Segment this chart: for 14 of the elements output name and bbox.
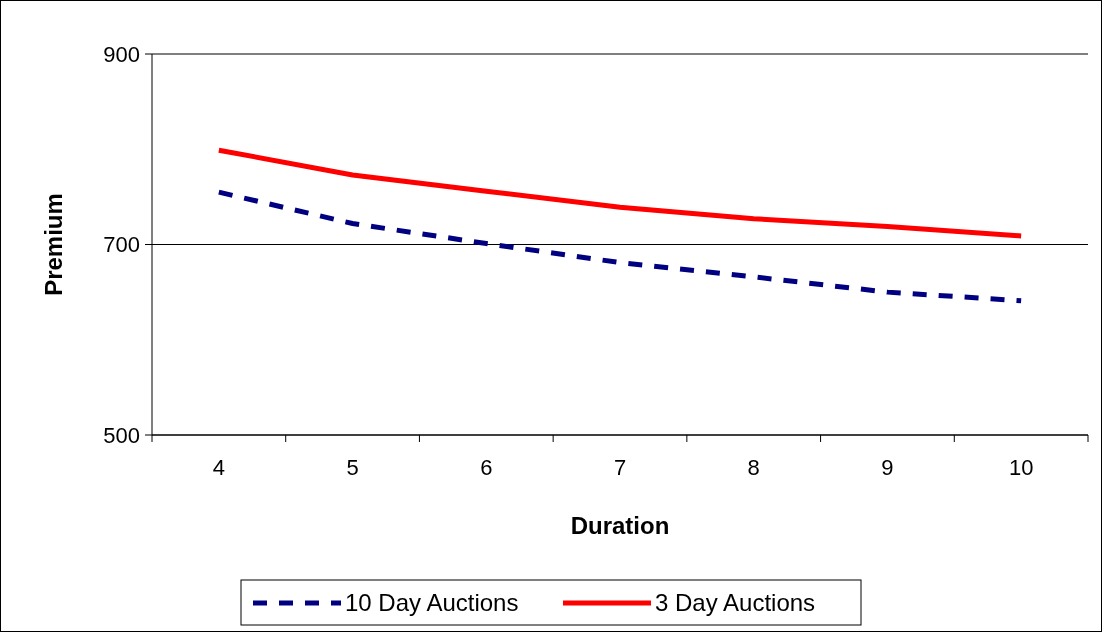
y-tick-label: 500 xyxy=(103,422,140,448)
y-tick-label: 900 xyxy=(103,41,140,67)
x-tick-label: 8 xyxy=(747,455,760,480)
x-tick-label: 10 xyxy=(1008,455,1034,480)
x-axis-title: Duration xyxy=(570,512,670,539)
y-axis-title: Premium xyxy=(40,193,67,296)
legend-label: 10 Day Auctions xyxy=(345,589,519,617)
y-tick-label: 700 xyxy=(103,232,140,258)
x-tick-label: 7 xyxy=(613,455,627,480)
x-tick-label: 4 xyxy=(212,455,225,480)
x-tick-label: 9 xyxy=(881,455,894,480)
legend-label: 3 Day Auctions xyxy=(655,589,816,617)
x-tick-label: 5 xyxy=(346,455,359,480)
x-tick-label: 6 xyxy=(480,455,493,480)
